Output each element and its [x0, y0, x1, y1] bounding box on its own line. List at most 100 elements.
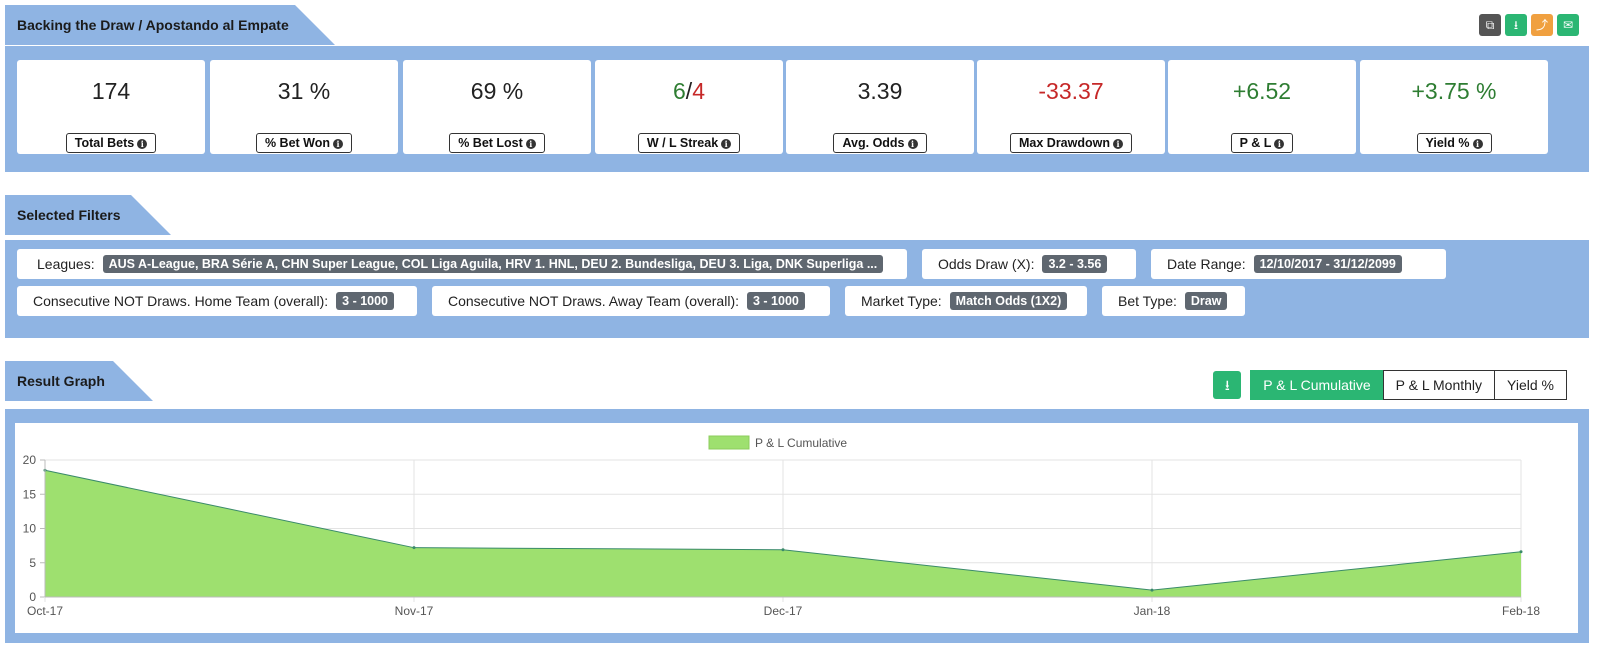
stat-card: 6/4 W / L Streak i: [595, 60, 783, 154]
download-icon: ⭳: [1224, 377, 1230, 393]
filter-value: 3.2 - 3.56: [1042, 255, 1108, 273]
data-point: [1150, 588, 1154, 592]
copy-button[interactable]: ⧉: [1479, 14, 1501, 36]
stat-label[interactable]: W / L Streak i: [637, 133, 741, 153]
section-header-filters: Selected Filters: [5, 195, 171, 235]
info-icon[interactable]: i: [1472, 139, 1483, 149]
filter-item: Leagues: AUS A-League, BRA Série A, CHN S…: [17, 249, 907, 279]
y-tick-label: 10: [23, 522, 37, 536]
stat-card: 31 % % Bet Won i: [210, 60, 398, 154]
info-icon[interactable]: i: [721, 139, 732, 149]
data-point: [781, 548, 785, 552]
stat-label-text: % Bet Lost: [458, 136, 523, 150]
filter-item: Consecutive NOT Draws. Away Team (overal…: [432, 286, 830, 316]
y-tick-label: 5: [29, 556, 36, 570]
stat-label-text: Max Drawdown: [1019, 136, 1110, 150]
x-tick-label: Nov-17: [395, 604, 434, 618]
graph-mode-p-l-cumulative-button[interactable]: P & L Cumulative: [1250, 370, 1384, 400]
graph-mode-p-l-monthly-button[interactable]: P & L Monthly: [1382, 370, 1496, 400]
filter-label: Market Type:: [861, 293, 942, 309]
filters-panel: Leagues: AUS A-League, BRA Série A, CHN S…: [5, 240, 1589, 338]
header-actions: ⧉ ⭳ ⤴ ✉: [1479, 14, 1579, 36]
filter-item: Consecutive NOT Draws. Home Team (overal…: [17, 286, 417, 316]
filter-value: Match Odds (1X2): [949, 292, 1068, 310]
filter-label: Consecutive NOT Draws. Away Team (overal…: [448, 293, 739, 309]
download-chart-button[interactable]: ⭳: [1213, 371, 1242, 399]
stat-label-text: Total Bets: [74, 136, 135, 150]
page-title: Backing the Draw / Apostando al Empate: [17, 17, 289, 33]
graph-panel: 0 5 10 15 20 Oct-17 Nov-17 Dec-17 Jan-18 Feb-18 P …: [5, 409, 1589, 643]
y-tick-label: 20: [23, 453, 37, 467]
legend-label: P & L Cumulative: [755, 436, 847, 450]
stats-panel: 174 Total Bets i 31 %% Bet Won i 69 %% Bet Lo…: [5, 46, 1589, 172]
share-button[interactable]: ⤴: [1531, 14, 1553, 36]
stat-label[interactable]: Avg. Odds i: [833, 133, 927, 153]
stat-card: 69 % % Bet Lost i: [403, 60, 591, 154]
y-tick-label: 0: [29, 590, 36, 604]
section-header-graph: Result Graph: [5, 361, 153, 401]
x-tick-label: Oct-17: [27, 604, 63, 618]
stat-value: +3.75 %: [1411, 78, 1497, 104]
info-icon[interactable]: i: [333, 139, 344, 149]
x-tick-label: Dec-17: [764, 604, 803, 618]
download-icon: ⭳: [1513, 18, 1519, 32]
data-point: [1519, 550, 1523, 554]
series-area: [45, 470, 1521, 597]
stat-label-text: Avg. Odds: [842, 136, 905, 150]
download-button[interactable]: ⭳: [1505, 14, 1527, 36]
stat-value: 174: [91, 78, 131, 104]
pl-cumulative-chart: 0 5 10 15 20 Oct-17 Nov-17 Dec-17 Jan-18 Feb-18 P …: [23, 435, 1540, 618]
filter-label: Odds Draw (X):: [938, 256, 1035, 272]
filter-value: Draw: [1184, 292, 1228, 310]
info-icon[interactable]: i: [1113, 139, 1123, 149]
graph-controls: ⭳ P & L Cumulative P & L Monthly Yield %: [1213, 370, 1567, 400]
stat-card: 174 Total Bets i: [17, 60, 205, 154]
info-icon[interactable]: i: [1274, 139, 1285, 149]
stat-value: 69 %: [470, 78, 524, 104]
stat-label[interactable]: % Bet Won i: [255, 133, 353, 153]
info-icon[interactable]: i: [907, 139, 918, 149]
x-tick-label: Jan-18: [1134, 604, 1171, 618]
filter-value: 12/10/2017 - 31/12/2099: [1253, 255, 1402, 273]
stat-value: 6/4: [595, 78, 783, 105]
stat-value: +6.52: [1232, 78, 1292, 104]
data-point: [412, 546, 416, 550]
stat-label-text: % Bet Won: [264, 136, 331, 150]
filter-value: AUS A-League, BRA Série A, CHN Super Lea…: [102, 255, 884, 273]
stat-value: 31 %: [277, 78, 331, 104]
section-header-main: Backing the Draw / Apostando al Empate: [5, 5, 335, 45]
filter-item: Odds Draw (X): 3.2 - 3.56: [922, 249, 1136, 279]
share-icon: ⤴: [1535, 18, 1548, 32]
stat-label[interactable]: Max Drawdown i: [1010, 133, 1132, 153]
email-icon: ✉: [1562, 18, 1574, 32]
stat-value: -33.37: [1038, 78, 1104, 104]
filter-label: Date Range:: [1167, 256, 1246, 272]
stat-card: -33.37 Max Drawdown i: [977, 60, 1165, 154]
filter-label: Bet Type:: [1118, 293, 1177, 309]
chart-container: 0 5 10 15 20 Oct-17 Nov-17 Dec-17 Jan-18 Feb-18 P …: [15, 423, 1578, 633]
stat-label[interactable]: % Bet Lost i: [449, 133, 545, 153]
stat-label-text: Yield %: [1425, 136, 1470, 150]
stat-label[interactable]: Yield % i: [1416, 133, 1492, 153]
graph-mode-yield-button[interactable]: Yield %: [1494, 370, 1567, 400]
streak-loss: 4: [692, 78, 705, 104]
filter-label: Consecutive NOT Draws. Home Team (overal…: [33, 293, 329, 309]
streak-win: 6: [673, 78, 686, 104]
filter-value: 3 - 1000: [336, 292, 395, 310]
filter-value: 3 - 1000: [747, 292, 805, 310]
filter-item: Market Type: Match Odds (1X2): [845, 286, 1087, 316]
filter-item: Date Range: 12/10/2017 - 31/12/2099: [1151, 249, 1446, 279]
info-icon[interactable]: i: [525, 139, 536, 149]
stat-label-text: W / L Streak: [646, 136, 719, 150]
stat-card: 3.39 Avg. Odds i: [786, 60, 974, 154]
copy-icon: ⧉: [1485, 18, 1495, 32]
stat-value: 3.39: [857, 78, 903, 104]
y-tick-label: 15: [23, 487, 37, 501]
info-icon[interactable]: i: [137, 139, 148, 149]
stat-label[interactable]: Total Bets i: [65, 133, 157, 153]
legend-swatch: [708, 435, 750, 450]
email-button[interactable]: ✉: [1557, 14, 1579, 36]
filter-label: Leagues:: [37, 256, 95, 272]
